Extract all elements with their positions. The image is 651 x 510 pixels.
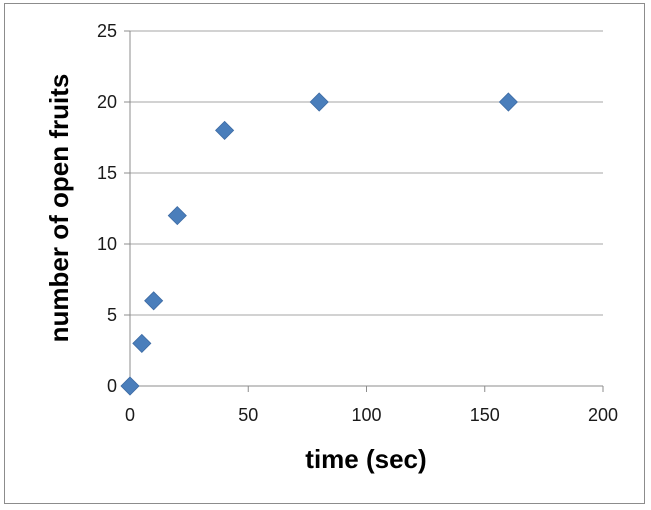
x-tick-label: 50 bbox=[238, 405, 258, 425]
data-point bbox=[498, 92, 518, 112]
y-tick-label: 5 bbox=[107, 305, 117, 325]
data-points bbox=[120, 92, 518, 396]
tick-labels: 0 50 100 150 200 0 5 10 15 20 25 bbox=[97, 21, 618, 425]
y-tick-label: 25 bbox=[97, 21, 117, 41]
data-point bbox=[132, 333, 152, 353]
y-tick-label: 20 bbox=[97, 92, 117, 112]
data-point bbox=[309, 92, 329, 112]
data-point bbox=[215, 120, 235, 140]
axis-layer bbox=[124, 30, 604, 392]
x-axis-title: time (sec) bbox=[305, 444, 426, 474]
y-tick-label: 10 bbox=[97, 234, 117, 254]
x-tick-label: 0 bbox=[125, 405, 135, 425]
grid-layer bbox=[130, 30, 603, 316]
data-point bbox=[120, 376, 140, 396]
data-point bbox=[144, 291, 164, 311]
x-tick-label: 150 bbox=[470, 405, 500, 425]
chart-frame bbox=[4, 3, 645, 504]
data-point bbox=[167, 206, 187, 226]
x-tick-label: 200 bbox=[588, 405, 618, 425]
y-tick-label: 15 bbox=[97, 163, 117, 183]
y-tick-label: 0 bbox=[107, 376, 117, 396]
y-axis-title: number of open fruits bbox=[44, 74, 74, 343]
x-tick-label: 100 bbox=[351, 405, 381, 425]
